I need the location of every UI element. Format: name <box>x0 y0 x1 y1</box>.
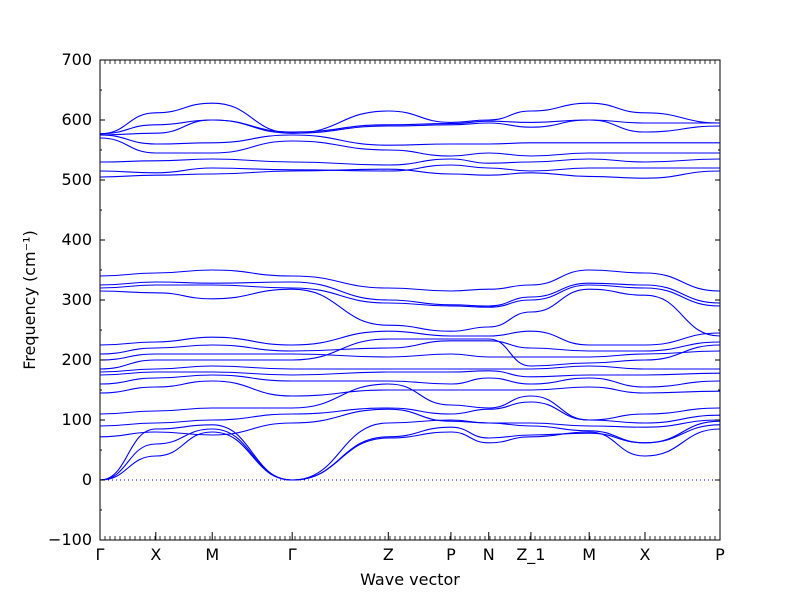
y-tick-label: 700 <box>61 50 92 69</box>
y-tick-label: 400 <box>61 230 92 249</box>
x-tick-label: M <box>582 545 596 564</box>
band-2 <box>99 424 721 481</box>
x-tick-label: Z_1 <box>516 545 545 565</box>
band-24 <box>99 119 721 136</box>
band-19 <box>99 168 721 179</box>
x-tick-label: Γ <box>288 545 297 564</box>
y-axis-label: Frequency (cm⁻¹) <box>20 230 39 369</box>
y-tick-label: 600 <box>61 110 92 129</box>
band-12 <box>99 350 721 361</box>
band-10 <box>99 365 720 373</box>
x-tick-label: X <box>639 545 650 564</box>
band-21 <box>99 158 721 166</box>
y-tick-label: −100 <box>48 530 92 549</box>
band-25 <box>99 119 720 135</box>
band-1 <box>99 428 721 481</box>
band-8 <box>99 374 721 388</box>
band-3 <box>99 419 721 481</box>
y-tick-label: 300 <box>61 290 92 309</box>
band-7 <box>99 380 721 397</box>
band-lines <box>99 102 721 481</box>
band-13 <box>99 340 721 355</box>
x-tick-label: P <box>715 545 725 564</box>
x-tick-label: X <box>150 545 161 564</box>
band-11 <box>99 338 721 370</box>
band-4 <box>99 408 721 438</box>
band-15 <box>99 288 721 337</box>
band-17 <box>99 281 721 307</box>
y-tick-label: 100 <box>61 410 92 429</box>
y-axis: −100 0 100 200 300 400 500 600 700 <box>48 50 720 549</box>
band-23 <box>99 134 720 146</box>
x-tick-label: N <box>483 545 495 564</box>
band-18 <box>99 269 721 292</box>
y-tick-label: 0 <box>82 470 92 489</box>
y-tick-label: 200 <box>61 350 92 369</box>
band-6 <box>99 383 721 421</box>
x-tick-label: Γ <box>96 545 105 564</box>
band-9 <box>99 370 721 378</box>
plot-area-border <box>99 59 721 541</box>
band-14 <box>99 330 721 346</box>
plot-frame <box>99 59 721 541</box>
band-20 <box>99 164 720 174</box>
x-tick-label: P <box>446 545 456 564</box>
y-tick-label: 500 <box>61 170 92 189</box>
band-22 <box>99 137 720 157</box>
band-26 <box>99 102 721 135</box>
x-axis: Γ X M Γ Z P N Z_1 M X P <box>96 60 725 565</box>
band-16 <box>99 284 721 308</box>
x-axis-label: Wave vector <box>360 570 460 589</box>
band-5 <box>99 401 721 427</box>
x-tick-label: M <box>205 545 219 564</box>
x-tick-label: Z <box>383 545 394 564</box>
